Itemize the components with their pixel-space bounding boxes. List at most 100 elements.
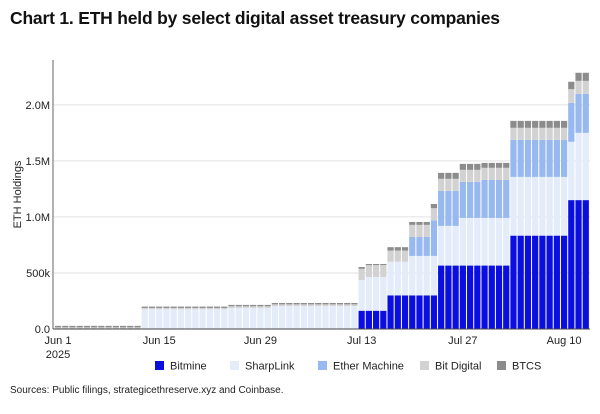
bar-bitmine — [401, 295, 409, 329]
bar-bit-digital — [358, 268, 365, 281]
bar-sharplink — [409, 255, 416, 296]
bar-sharplink — [358, 280, 365, 311]
sources-note: Sources: Public filings, strategicethres… — [10, 385, 284, 396]
bar-bit-digital — [279, 304, 286, 307]
y-tick-label: 0.0 — [35, 324, 50, 336]
bar-btcs — [119, 325, 127, 328]
bar-btcs — [322, 302, 329, 305]
bar-btcs — [105, 325, 112, 328]
bar-bitmine — [459, 265, 466, 329]
legend-swatch — [155, 361, 164, 370]
bar-sharplink — [445, 225, 452, 266]
bar-btcs — [264, 304, 271, 307]
legend-swatch — [497, 361, 506, 370]
bar-btcs — [192, 306, 199, 308]
bar-bit-digital — [257, 306, 264, 308]
bar-sharplink — [503, 217, 510, 266]
bar-btcs — [98, 325, 105, 328]
bar-bit-digital — [83, 327, 91, 329]
bar-bit-digital — [517, 127, 524, 140]
bar-bitmine — [452, 265, 459, 329]
bar-btcs — [91, 325, 98, 328]
bar-btcs — [206, 306, 213, 308]
bar-bitmine — [365, 310, 372, 329]
bar-sharplink — [213, 309, 221, 329]
bar-btcs — [430, 204, 438, 209]
bar-btcs — [510, 120, 517, 128]
bar-sharplink — [185, 309, 192, 329]
bar-sharplink — [206, 309, 213, 329]
bar-bitmine — [488, 265, 495, 329]
bar-bit-digital — [228, 306, 235, 308]
bar-bitmine — [423, 295, 430, 329]
bar-btcs — [539, 120, 546, 128]
bar-sharplink — [257, 307, 264, 329]
bar-bit-digital — [213, 307, 221, 310]
bar-sharplink — [163, 309, 170, 329]
bar-btcs — [582, 72, 589, 81]
bar-btcs — [351, 302, 358, 305]
bar-bit-digital — [329, 304, 336, 307]
bar-bitmine — [481, 265, 488, 329]
bar-btcs — [358, 267, 365, 269]
bar-bitmine — [445, 265, 452, 329]
bar-bit-digital — [69, 327, 76, 329]
bar-btcs — [257, 304, 264, 307]
bar-btcs — [575, 72, 582, 81]
x-tick-label: Jun 29 — [244, 335, 277, 347]
bar-btcs — [416, 221, 423, 225]
x-tick-label: Aug 10 — [547, 335, 582, 347]
legend-swatch — [230, 361, 239, 370]
bar-btcs — [524, 120, 532, 128]
bar-ether-machine — [416, 236, 423, 256]
bar-bit-digital — [466, 169, 474, 182]
bar-btcs — [560, 120, 568, 128]
bar-btcs — [336, 302, 344, 305]
bar-ether-machine — [452, 190, 459, 226]
bar-bitmine — [539, 235, 546, 329]
bar-bit-digital — [532, 127, 539, 140]
y-tick-label: 2.0M — [26, 100, 50, 112]
bar-ether-machine — [474, 181, 481, 218]
bar-bit-digital — [119, 327, 127, 329]
bar-sharplink — [517, 176, 524, 236]
bar-bit-digital — [575, 80, 582, 94]
bar-bit-digital — [221, 307, 228, 310]
bar-ether-machine — [466, 181, 474, 218]
bar-bit-digital — [452, 178, 459, 191]
y-axis-label: ETH Holdings — [12, 160, 24, 228]
bar-bit-digital — [62, 327, 69, 329]
bar-btcs — [503, 162, 510, 168]
bar-bit-digital — [141, 307, 148, 310]
bar-bit-digital — [344, 304, 351, 307]
bar-sharplink — [575, 132, 582, 201]
bar-btcs — [474, 163, 481, 170]
bar-ether-machine — [438, 190, 445, 226]
bar-bitmine — [582, 200, 589, 329]
bar-bit-digital — [112, 327, 119, 329]
bar-sharplink — [300, 306, 307, 329]
bar-bit-digital — [474, 169, 481, 182]
bar-btcs — [76, 325, 83, 328]
bar-sharplink — [228, 307, 235, 329]
bar-sharplink — [430, 255, 438, 296]
legend-swatch — [420, 361, 429, 370]
bar-sharplink — [307, 306, 315, 329]
bar-btcs — [279, 302, 286, 305]
bar-sharplink — [156, 309, 163, 329]
bar-bit-digital — [148, 307, 156, 310]
bar-bitmine — [372, 310, 380, 329]
bar-btcs — [134, 325, 141, 328]
bar-ether-machine — [510, 139, 517, 177]
bar-ether-machine — [560, 139, 568, 177]
bar-bit-digital — [271, 304, 279, 307]
bar-btcs — [517, 120, 524, 128]
bar-bit-digital — [438, 178, 445, 191]
bar-btcs — [495, 162, 503, 168]
bar-bit-digital — [539, 127, 546, 140]
bar-bit-digital — [300, 304, 307, 307]
bar-btcs — [54, 325, 62, 328]
bar-ether-machine — [495, 179, 503, 218]
bar-bit-digital — [177, 307, 185, 310]
bar-ether-machine — [430, 220, 438, 256]
